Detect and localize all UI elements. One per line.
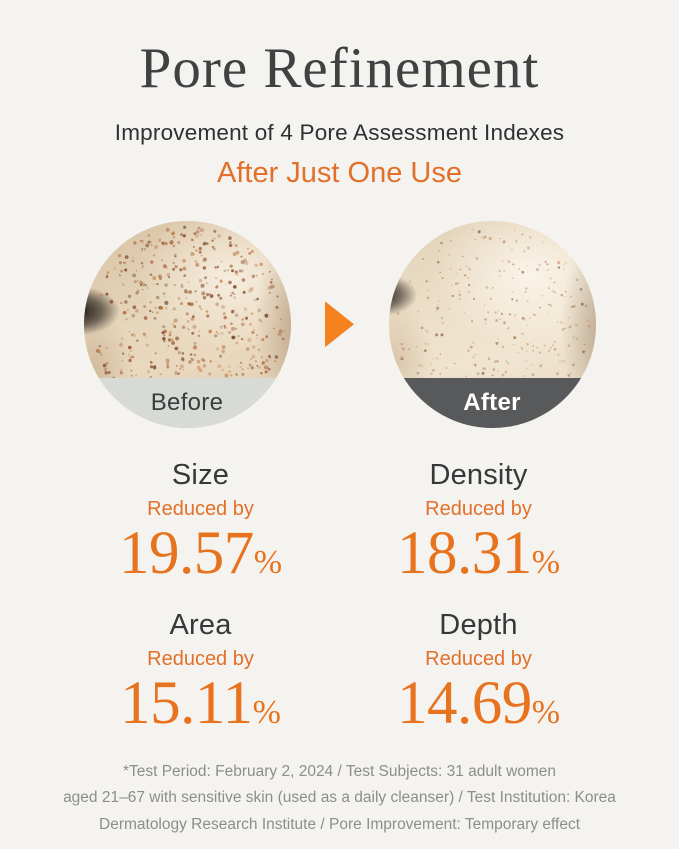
stat-unit: %	[531, 543, 561, 581]
stat-value: 19.57%	[62, 519, 340, 587]
stat-card-area: Area Reduced by 15.11%	[62, 608, 340, 736]
after-pore-dots	[396, 228, 591, 378]
before-label-band: Before	[83, 377, 291, 428]
stat-reduced-label: Reduced by	[147, 648, 254, 671]
stats-grid: Size Reduced by 19.57% Density Reduced b…	[62, 458, 618, 737]
stat-value: 15.11%	[62, 670, 340, 738]
stat-value-number: 15.11	[120, 670, 253, 738]
stat-value-number: 18.31	[396, 519, 532, 587]
arrow-triangle	[325, 301, 354, 348]
after-label-band: After	[388, 377, 596, 428]
before-label: Before	[150, 388, 224, 416]
footnote-line: *Test Period: February 2, 2024 / Test Su…	[122, 762, 557, 780]
arrow-right-icon	[291, 301, 389, 348]
stat-value-number: 14.69	[396, 670, 532, 738]
before-pore-dots	[88, 225, 286, 380]
stat-name: Size	[171, 458, 230, 491]
after-photo: After	[388, 220, 596, 428]
stat-reduced-label: Reduced by	[425, 497, 532, 520]
footnote-line: Dermatology Research Institute / Pore Im…	[99, 816, 580, 834]
footnote-line: aged 21–67 with sensitive skin (used as …	[63, 789, 616, 807]
stat-value: 14.69%	[340, 670, 618, 738]
stat-unit: %	[252, 694, 281, 732]
stat-unit: %	[531, 694, 561, 732]
stat-name: Depth	[439, 609, 518, 642]
stat-name: Density	[429, 458, 528, 491]
page-tagline: After Just One Use	[217, 157, 462, 189]
before-after-comparison: Before After	[0, 220, 679, 428]
stat-value: 18.31%	[340, 519, 618, 587]
stat-name: Area	[169, 609, 232, 642]
stat-card-size: Size Reduced by 19.57%	[62, 458, 340, 586]
stat-card-density: Density Reduced by 18.31%	[340, 458, 618, 586]
stat-value-number: 19.57	[118, 519, 254, 587]
after-label: After	[463, 388, 521, 416]
before-photo: Before	[83, 220, 291, 428]
stat-unit: %	[253, 543, 283, 581]
footnote: *Test Period: February 2, 2024 / Test Su…	[0, 759, 679, 839]
stat-card-depth: Depth Reduced by 14.69%	[340, 608, 618, 736]
page-subtitle: Improvement of 4 Pore Assessment Indexes	[114, 120, 565, 145]
stat-reduced-label: Reduced by	[425, 648, 532, 671]
stat-reduced-label: Reduced by	[147, 497, 254, 520]
page-title: Pore Refinement	[139, 37, 540, 100]
